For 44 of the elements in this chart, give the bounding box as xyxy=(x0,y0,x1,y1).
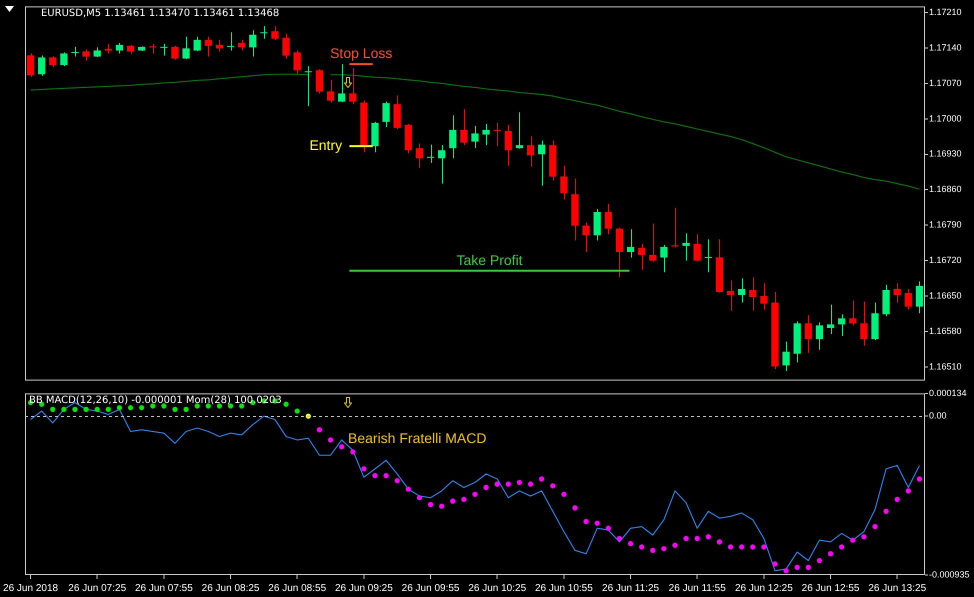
x-tick-label: 26 Jun 09:55 xyxy=(402,582,460,594)
x-tick-label: 26 Jun 08:25 xyxy=(202,582,260,594)
candlestick xyxy=(494,122,501,147)
x-tick-label: 26 Jun 11:55 xyxy=(668,582,726,594)
y-tick-label: -0.000935 xyxy=(929,569,970,580)
y-tick-label: 1.16650 xyxy=(929,290,962,301)
y-tick-label: 1.17210 xyxy=(929,6,962,17)
x-tick-label: 26 Jun 12:55 xyxy=(802,582,860,594)
x-tick-label: 26 Jun 12:25 xyxy=(734,582,794,594)
ref-line-label: Entry xyxy=(309,137,342,154)
chart-title: EURUSD,M5 1.13461 1.13470 1.13461 1.13468 xyxy=(40,8,280,20)
candlestick xyxy=(704,238,712,273)
ref-line-label: Stop Loss xyxy=(330,45,392,62)
y-tick-label: 1.16510 xyxy=(929,361,962,372)
candlestick xyxy=(304,66,312,107)
candlestick xyxy=(149,43,156,54)
annotation: Bearish Fratelli MACD xyxy=(348,430,486,446)
y-tick-label: 1.16580 xyxy=(929,326,962,336)
candlestick xyxy=(38,55,46,76)
x-tick-label: 26 Jun 09:25 xyxy=(334,582,394,594)
y-tick-label: 1.17070 xyxy=(929,78,962,88)
candlestick xyxy=(594,208,601,241)
candlestick xyxy=(394,95,401,130)
x-tick-label: 26 Jun 13:25 xyxy=(868,582,927,594)
ref-line-label: Take Profit xyxy=(456,252,523,268)
candlestick xyxy=(438,144,446,184)
candlestick xyxy=(794,320,801,363)
x-tick-label: 26 Jun 11:25 xyxy=(602,582,660,594)
y-tick-label: 1.16720 xyxy=(929,255,962,266)
x-tick-label: 26 Jun 2018 xyxy=(3,582,59,594)
y-tick-label: 1.16790 xyxy=(929,220,962,230)
candlestick xyxy=(549,140,556,182)
x-tick-label: 26 Jun 10:25 xyxy=(468,582,527,594)
y-tick-label: 0.000134 xyxy=(929,388,967,398)
x-tick-label: 26 Jun 07:25 xyxy=(68,582,127,594)
y-tick-label: 0.00 xyxy=(929,410,947,421)
y-tick-label: 1.17140 xyxy=(929,42,962,52)
y-tick-label: 1.17000 xyxy=(929,113,962,124)
x-tick-label: 26 Jun 07:55 xyxy=(134,582,194,594)
candlestick xyxy=(538,140,546,186)
x-tick-label: 26 Jun 10:55 xyxy=(534,582,594,594)
y-tick-label: 1.16860 xyxy=(929,184,962,194)
y-tick-label: 1.16930 xyxy=(929,148,962,159)
x-tick-label: 26 Jun 08:55 xyxy=(268,582,327,594)
